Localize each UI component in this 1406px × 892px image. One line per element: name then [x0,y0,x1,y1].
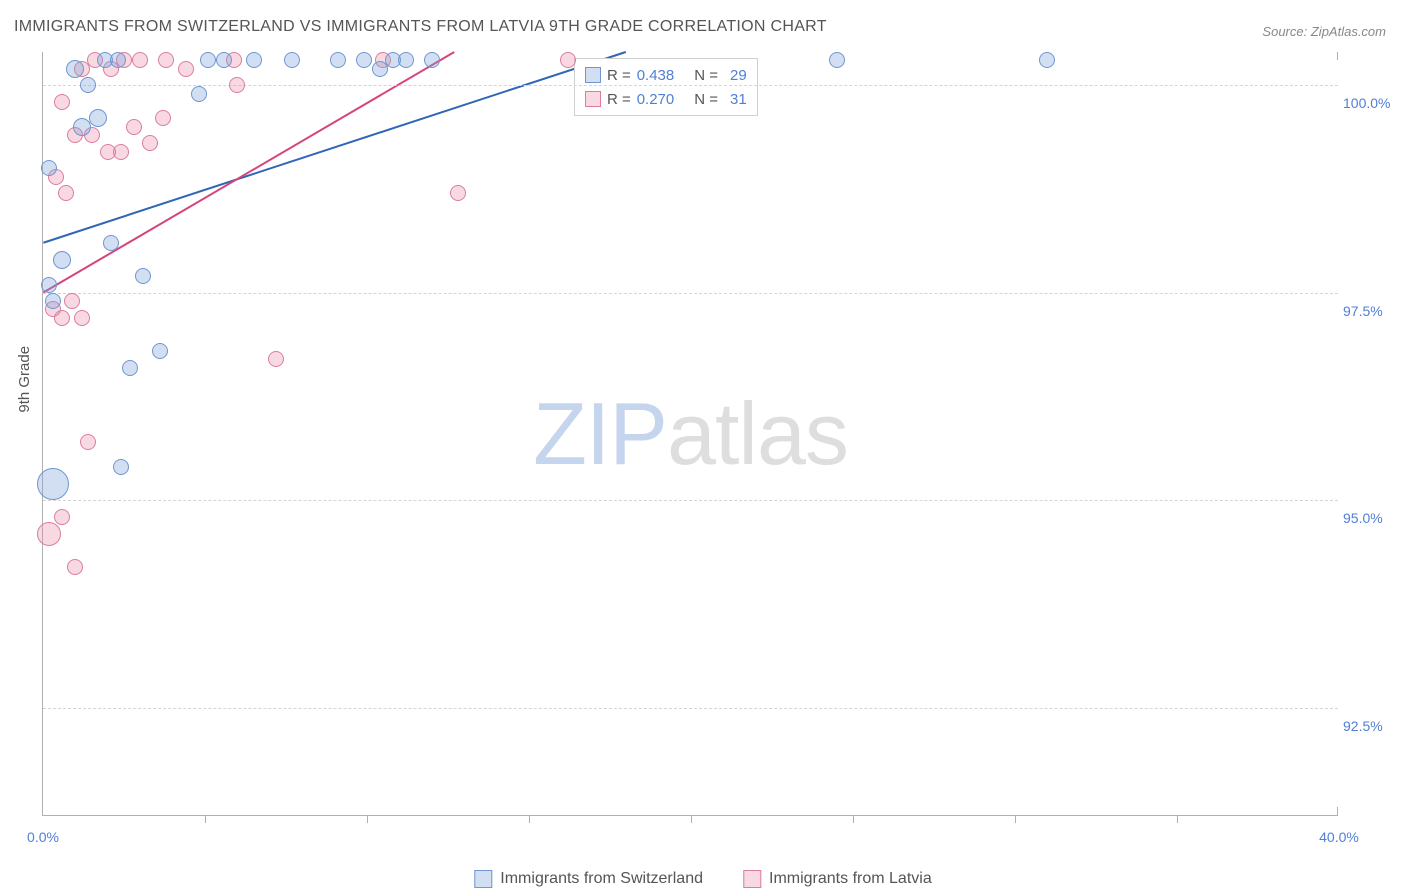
legend-row: R = 0.270 N = 31 [585,87,747,111]
data-point [398,52,414,68]
data-point [155,110,171,126]
y-tick-label: 97.5% [1343,303,1398,319]
x-tick [691,815,692,823]
trend-line [43,52,625,243]
data-point [135,268,151,284]
data-point [64,293,80,309]
data-point [132,52,148,68]
data-point [110,52,126,68]
data-point [53,251,71,269]
y-tick-label: 92.5% [1343,718,1398,734]
legend-swatch [474,870,492,888]
data-point [356,52,372,68]
data-point [191,86,207,102]
chart-source: Source: ZipAtlas.com [1262,24,1386,39]
legend-r-label: R = [607,91,631,108]
data-point [216,52,232,68]
x-tick-label: 0.0% [27,829,59,845]
data-point [158,52,174,68]
legend-n-value: 31 [730,91,747,108]
data-point [73,118,91,136]
gridline [43,500,1338,501]
x-tick [367,815,368,823]
data-point [268,351,284,367]
legend-swatch [585,67,601,83]
trend-line [43,52,454,293]
data-point [54,310,70,326]
legend-row: R = 0.438 N = 29 [585,63,747,87]
data-point [103,235,119,251]
correlation-chart: IMMIGRANTS FROM SWITZERLAND VS IMMIGRANT… [0,0,1406,892]
data-point [74,310,90,326]
x-tick [853,815,854,823]
legend-label: Immigrants from Switzerland [500,870,703,888]
data-point [1039,52,1055,68]
legend-label: Immigrants from Latvia [769,870,932,888]
data-point [330,52,346,68]
legend-item: Immigrants from Switzerland [474,870,703,888]
legend-n-label: N = [694,91,718,108]
y-tick-label: 100.0% [1343,95,1398,111]
trend-lines [43,52,1338,815]
x-tick [529,815,530,823]
y-axis-title: 9th Grade [16,346,33,413]
legend-n-label: N = [694,67,718,84]
watermark-atlas: atlas [667,384,848,483]
data-point [80,434,96,450]
legend-r-label: R = [607,67,631,84]
series-legend: Immigrants from Switzerland Immigrants fr… [474,870,931,888]
data-point [560,52,576,68]
data-point [37,522,61,546]
data-point [54,94,70,110]
x-tick [205,815,206,823]
data-point [450,185,466,201]
data-point [829,52,845,68]
data-point [37,468,69,500]
data-point [200,52,216,68]
legend-r-value: 0.438 [637,67,675,84]
data-point [41,277,57,293]
x-tick [1177,815,1178,823]
source-label: Source: [1262,24,1307,39]
data-point [229,77,245,93]
data-point [152,343,168,359]
stats-legend: R = 0.438 N = 29 R = 0.270 N = 31 [574,58,758,116]
x-tick [1015,815,1016,823]
gridline [43,708,1338,709]
data-point [142,135,158,151]
data-point [122,360,138,376]
data-point [284,52,300,68]
data-point [113,144,129,160]
data-point [54,509,70,525]
x-tick-label: 40.0% [1319,829,1359,845]
data-point [126,119,142,135]
watermark-zip: ZIP [533,384,667,483]
data-point [113,459,129,475]
legend-r-value: 0.270 [637,91,675,108]
legend-swatch [585,91,601,107]
watermark: ZIPatlas [533,383,848,485]
data-point [41,160,57,176]
data-point [67,559,83,575]
data-point [80,77,96,93]
gridline [43,293,1338,294]
data-point [178,61,194,77]
legend-swatch [743,870,761,888]
legend-n-value: 29 [730,67,747,84]
data-point [66,60,84,78]
chart-title: IMMIGRANTS FROM SWITZERLAND VS IMMIGRANT… [14,18,827,36]
data-point [45,293,61,309]
data-point [424,52,440,68]
plot-area: ZIPatlas R = 0.438N = 29R = 0.270N = 31 … [42,52,1338,816]
data-point [58,185,74,201]
data-point [246,52,262,68]
y-tick-label: 95.0% [1343,510,1398,526]
data-point [89,109,107,127]
legend-item: Immigrants from Latvia [743,870,932,888]
source-value: ZipAtlas.com [1311,24,1386,39]
